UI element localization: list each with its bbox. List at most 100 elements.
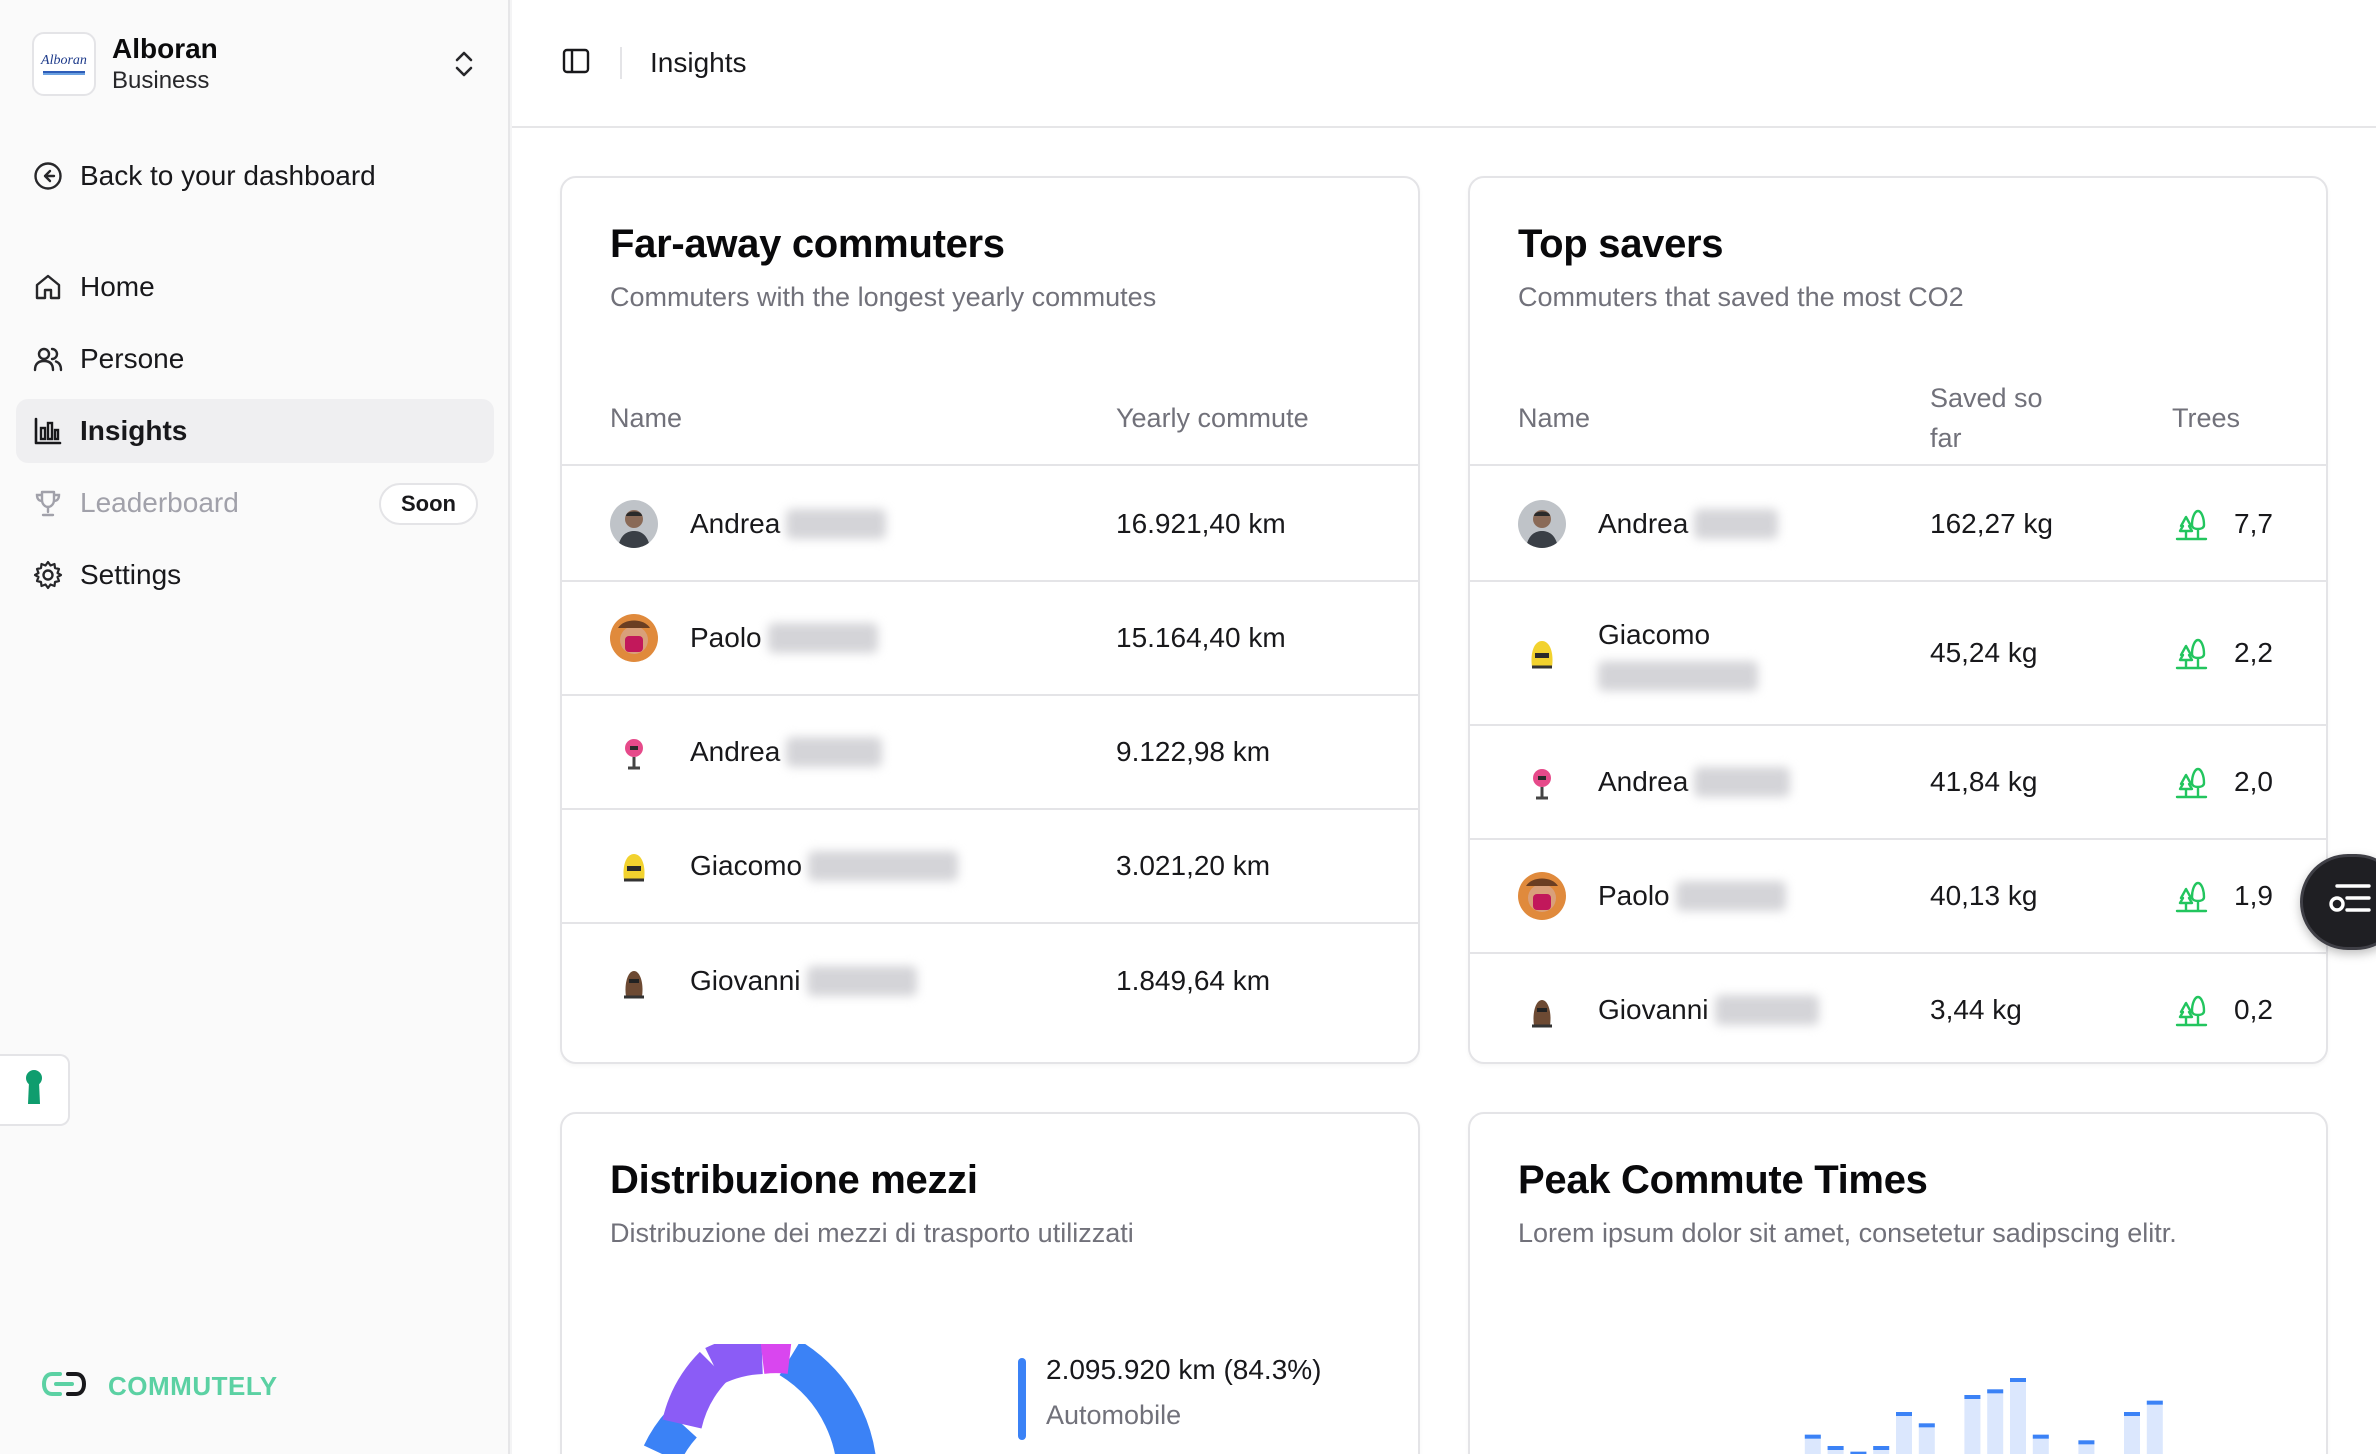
table-row[interactable]: Giovanni 3,44 kg 0,2 — [1470, 954, 2326, 1062]
avatar — [610, 500, 658, 548]
table-row[interactable]: Paolo 15.164,40 km — [562, 582, 1418, 696]
bar-25[interactable] — [2124, 1412, 2140, 1454]
trees-icon — [2172, 991, 2210, 1029]
panel-left-icon — [561, 46, 591, 81]
sidebar-item-label: Persone — [80, 343, 185, 374]
sidebar-item-settings[interactable]: Settings — [16, 543, 494, 607]
list-filter-icon — [2325, 880, 2375, 925]
bar-15[interactable] — [1896, 1412, 1912, 1454]
users-icon — [32, 343, 64, 375]
back-to-dashboard-link[interactable]: Back to your dashboard — [16, 144, 494, 208]
redacted-surname — [1714, 995, 1819, 1025]
saved-value: 41,84 kg — [1930, 766, 2038, 797]
avatar — [610, 728, 658, 776]
sidebar-item-home[interactable]: Home — [16, 255, 494, 319]
sidebar-item-insights[interactable]: Insights — [16, 399, 494, 463]
org-logo-wave — [43, 71, 85, 75]
card-title: Peak Commute Times — [1518, 1158, 1928, 1202]
bar-18[interactable] — [1964, 1395, 1981, 1454]
legend-color-bar — [1018, 1358, 1026, 1440]
redacted-surname — [767, 623, 878, 653]
person-name: Andrea — [690, 736, 781, 767]
redacted-surname — [786, 509, 887, 539]
far-away-commuters-card: Far-away commuters Commuters with the lo… — [560, 176, 1420, 1064]
redacted-surname — [786, 737, 883, 767]
table-row[interactable]: Andrea 16.921,40 km — [562, 468, 1418, 582]
sidebar-item-label: Home — [80, 271, 155, 302]
bar-21[interactable] — [2032, 1434, 2049, 1454]
bar-20[interactable] — [2010, 1378, 2026, 1454]
avatar — [1518, 758, 1566, 806]
yearly-commute-value: 15.164,40 km — [1116, 622, 1286, 653]
table-row[interactable]: Andrea 162,27 kg 7,7 — [1470, 468, 2326, 582]
topbar-divider — [620, 47, 622, 79]
redacted-surname — [1694, 509, 1779, 539]
yearly-commute-value: 1.849,64 km — [1116, 965, 1271, 996]
card-subtitle: Commuters with the longest yearly commut… — [610, 282, 1157, 312]
org-text: Alboran Business — [112, 32, 448, 96]
main-content: Far-away commuters Commuters with the lo… — [512, 128, 2376, 1454]
column-header-name: Name — [610, 403, 683, 433]
person-name-stack: Giacomo — [1598, 615, 1758, 691]
card-title: Distribuzione mezzi — [610, 1158, 978, 1202]
trees-value: 2,0 — [2234, 766, 2273, 797]
bar-16[interactable] — [1918, 1423, 1935, 1454]
table-row[interactable]: Giovanni 1.849,64 km — [562, 924, 1418, 1038]
person-name: Giacomo — [1598, 619, 1711, 650]
person-name: Andrea — [1598, 508, 1689, 539]
donut-chart — [643, 1344, 876, 1454]
donut-segment-purple — [705, 1344, 764, 1385]
bar-cap-13 — [1850, 1451, 1867, 1454]
back-label: Back to your dashboard — [80, 160, 376, 191]
table-row[interactable]: Paolo 40,13 kg 1,9 — [1470, 840, 2326, 954]
bar-19[interactable] — [1987, 1389, 2004, 1454]
table-row[interactable]: Andrea 41,84 kg 2,0 — [1470, 726, 2326, 840]
peak-commute-times-card: Peak Commute Times Lorem ipsum dolor sit… — [1468, 1112, 2328, 1454]
yearly-commute-value: 3.021,20 km — [1116, 850, 1271, 881]
chevrons-up-down-icon[interactable] — [448, 40, 480, 88]
donut-segment-blue-left — [643, 1410, 698, 1454]
topbar: Insights — [512, 0, 2376, 128]
sidebar-item-persone[interactable]: Persone — [16, 327, 494, 391]
yearly-commute-value: 16.921,40 km — [1116, 508, 1286, 539]
card-title: Top savers — [1518, 222, 1724, 266]
person-name: Giacomo — [690, 850, 803, 881]
top-savers-card: Top savers Commuters that saved the most… — [1468, 176, 2328, 1064]
donut-segment-automobile — [779, 1344, 876, 1454]
soon-badge: Soon — [379, 483, 478, 525]
column-header-trees: Trees — [2172, 403, 2241, 433]
legend-value: 2.095.920 km (84.3%) — [1046, 1354, 1322, 1386]
floating-filter-button[interactable] — [2300, 854, 2376, 950]
sidebar-toggle-button[interactable] — [548, 35, 604, 91]
org-switcher[interactable]: Alboran Alboran Business — [32, 32, 480, 96]
legend-km: 2.095.920 km — [1046, 1354, 1216, 1385]
bar-11[interactable] — [1804, 1434, 1821, 1454]
person-name: Andrea — [1598, 766, 1689, 797]
trees-value: 1,9 — [2234, 880, 2273, 911]
sidebar-item-label: Insights — [80, 415, 188, 446]
bar-26[interactable] — [2146, 1400, 2163, 1454]
table-header: Name Yearly commute — [562, 370, 1418, 466]
bar-cap-12 — [1827, 1446, 1844, 1450]
legend-pct: (84.3%) — [1223, 1354, 1322, 1385]
table-row[interactable]: Andrea 9.122,98 km — [562, 696, 1418, 810]
column-header-yearly-commute: Yearly commute — [1116, 403, 1309, 433]
table-row[interactable]: Giacomo 45,24 kg 2,2 — [1470, 582, 2326, 726]
keyhole-widget-button[interactable] — [0, 1054, 70, 1126]
sidebar-item-leaderboard[interactable]: Leaderboard Soon — [16, 471, 494, 535]
person-name: Andrea — [690, 508, 781, 539]
trees-icon — [2172, 763, 2210, 801]
avatar — [610, 614, 658, 662]
org-plan: Business — [112, 67, 210, 94]
org-logo-text: Alboran — [41, 53, 87, 68]
redacted-surname — [1675, 881, 1786, 911]
trees-value: 2,2 — [2234, 637, 2273, 668]
bar-cap-21 — [2032, 1434, 2049, 1439]
table-row[interactable]: Giacomo 3.021,20 km — [562, 810, 1418, 924]
donut-segment-purple-left — [662, 1351, 729, 1430]
card-subtitle: Commuters that saved the most CO2 — [1518, 282, 1964, 312]
bar-cap-14 — [1873, 1446, 1890, 1450]
donut-segment-magenta — [760, 1344, 792, 1374]
card-title: Far-away commuters — [610, 222, 1005, 266]
avatar — [1518, 500, 1566, 548]
